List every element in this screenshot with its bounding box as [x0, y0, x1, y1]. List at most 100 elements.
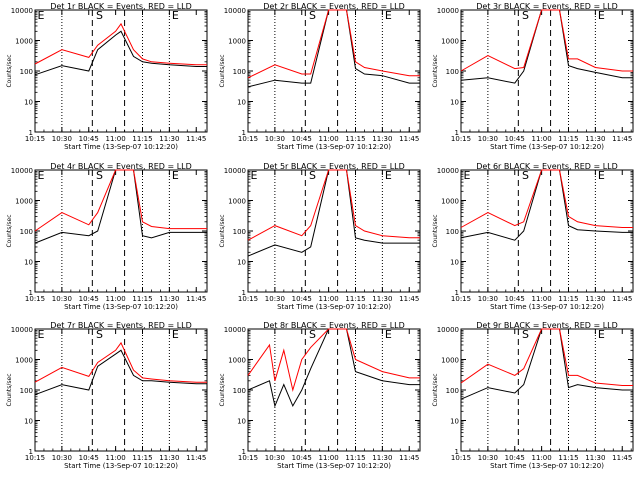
x-tick-label: 11:30	[159, 135, 179, 143]
x-tick-label: 11:30	[585, 295, 605, 303]
x-tick-label: 11:30	[372, 135, 392, 143]
panel-title: Det 5r BLACK = Events, RED = LLD	[263, 162, 405, 171]
x-tick-label: 10:45	[505, 295, 525, 303]
x-axis-label: Start Time (13-Sep-07 10:12:20)	[277, 462, 391, 470]
y-tick-label: 10	[24, 418, 33, 426]
x-tick-label: 11:15	[345, 295, 365, 303]
x-tick-label: 11:30	[159, 454, 179, 462]
y-tick-label: 10	[450, 259, 459, 267]
eclipse-marker: E	[38, 169, 45, 182]
y-tick-label: 1	[455, 448, 459, 456]
y-tick-label: 100	[233, 228, 246, 236]
x-tick-label: 10:15	[451, 135, 471, 143]
x-tick-label: 11:00	[319, 454, 339, 462]
y-axis-label: Counts/sec	[219, 54, 226, 87]
x-tick-label: 11:15	[132, 295, 152, 303]
panel-title: Det 4r BLACK = Events, RED = LLD	[50, 162, 192, 171]
y-tick-label: 1	[242, 129, 246, 137]
x-tick-label: 11:45	[399, 295, 419, 303]
panel-title: Det 8r BLACK = Events, RED = LLD	[263, 321, 405, 330]
x-tick-label: 11:45	[612, 454, 632, 462]
y-tick-label: 1	[455, 129, 459, 137]
y-tick-label: 10000	[224, 326, 246, 334]
y-tick-label: 1000	[228, 357, 246, 365]
eclipse-marker: E	[385, 328, 392, 341]
x-tick-label: 10:30	[52, 135, 72, 143]
series-lld-line	[460, 169, 633, 228]
saa-marker: S	[309, 9, 316, 22]
y-tick-label: 1000	[15, 198, 33, 206]
series-lld-line	[34, 169, 207, 232]
x-tick-label: 10:30	[478, 454, 498, 462]
series-lld-line	[460, 9, 633, 72]
y-tick-label: 1	[29, 289, 33, 297]
x-tick-label: 11:45	[399, 454, 419, 462]
y-tick-label: 10	[24, 259, 33, 267]
eclipse-marker: E	[598, 328, 605, 341]
y-tick-label: 100	[446, 68, 459, 76]
series-events-line	[460, 9, 633, 84]
x-tick-label: 11:45	[612, 135, 632, 143]
y-tick-label: 1000	[15, 38, 33, 46]
x-tick-label: 10:30	[265, 295, 285, 303]
y-tick-label: 10	[237, 418, 246, 426]
panel-det-2r: Det 2r BLACK = Events, RED = LLD 1 10 100 10…	[219, 2, 421, 151]
x-axis-label: Start Time (13-Sep-07 10:12:20)	[64, 143, 178, 151]
series-events-line	[247, 169, 420, 257]
panel-det-6r: Det 6r BLACK = Events, RED = LLD 1 10 100 10…	[432, 162, 634, 311]
x-tick-label: 10:15	[238, 295, 258, 303]
y-tick-label: 10	[450, 99, 459, 107]
x-tick-label: 10:45	[505, 135, 525, 143]
x-tick-label: 11:15	[132, 454, 152, 462]
x-tick-label: 11:15	[345, 135, 365, 143]
series-events-line	[247, 328, 420, 408]
y-tick-label: 100	[20, 387, 33, 395]
panel-title: Det 6r BLACK = Events, RED = LLD	[476, 162, 618, 171]
series-lld-line	[247, 328, 420, 392]
series-lld-line	[34, 22, 207, 66]
x-tick-label: 10:30	[478, 295, 498, 303]
x-tick-label: 11:00	[532, 454, 552, 462]
x-tick-label: 11:45	[186, 295, 206, 303]
plot-frame	[34, 9, 208, 133]
eclipse-marker: E	[172, 169, 179, 182]
y-tick-label: 10000	[11, 7, 33, 15]
x-tick-label: 10:30	[265, 454, 285, 462]
y-tick-label: 10000	[11, 167, 33, 175]
y-tick-label: 1000	[441, 198, 459, 206]
y-tick-label: 1	[242, 289, 246, 297]
series-events-line	[460, 328, 633, 400]
y-tick-label: 1000	[441, 357, 459, 365]
x-tick-label: 10:45	[79, 295, 99, 303]
y-tick-label: 1	[455, 289, 459, 297]
x-axis-label: Start Time (13-Sep-07 10:12:20)	[277, 143, 391, 151]
saa-marker: S	[522, 328, 529, 341]
x-axis-label: Start Time (13-Sep-07 10:12:20)	[490, 462, 604, 470]
x-tick-label: 11:45	[186, 135, 206, 143]
x-tick-label: 11:15	[558, 454, 578, 462]
panel-det-7r: Det 7r BLACK = Events, RED = LLD 1 10 100 10…	[6, 321, 208, 470]
saa-marker: S	[522, 169, 529, 182]
x-axis-label: Start Time (13-Sep-07 10:12:20)	[277, 303, 391, 311]
x-tick-label: 10:45	[292, 454, 312, 462]
saa-marker: S	[309, 169, 316, 182]
y-tick-label: 1000	[15, 357, 33, 365]
eclipse-marker: E	[38, 9, 45, 22]
panel-det-1r: Det 1r BLACK = Events, RED = LLD 1 10 100 10…	[6, 2, 208, 151]
series-events-line	[34, 30, 207, 76]
panel-title: Det 1r BLACK = Events, RED = LLD	[50, 2, 192, 11]
y-axis-label: Counts/sec	[6, 54, 13, 87]
y-tick-label: 1	[29, 129, 33, 137]
x-tick-label: 11:30	[159, 295, 179, 303]
x-axis-label: Start Time (13-Sep-07 10:12:20)	[490, 303, 604, 311]
x-tick-label: 11:00	[319, 135, 339, 143]
y-tick-label: 1	[29, 448, 33, 456]
saa-marker: S	[96, 328, 103, 341]
y-tick-label: 10	[24, 99, 33, 107]
eclipse-marker: E	[598, 169, 605, 182]
panel-title: Det 7r BLACK = Events, RED = LLD	[50, 321, 192, 330]
saa-marker: S	[96, 9, 103, 22]
panel-det-9r: Det 9r BLACK = Events, RED = LLD 1 10 100 10…	[432, 321, 634, 470]
y-tick-label: 10000	[224, 7, 246, 15]
series-events-line	[460, 169, 633, 241]
